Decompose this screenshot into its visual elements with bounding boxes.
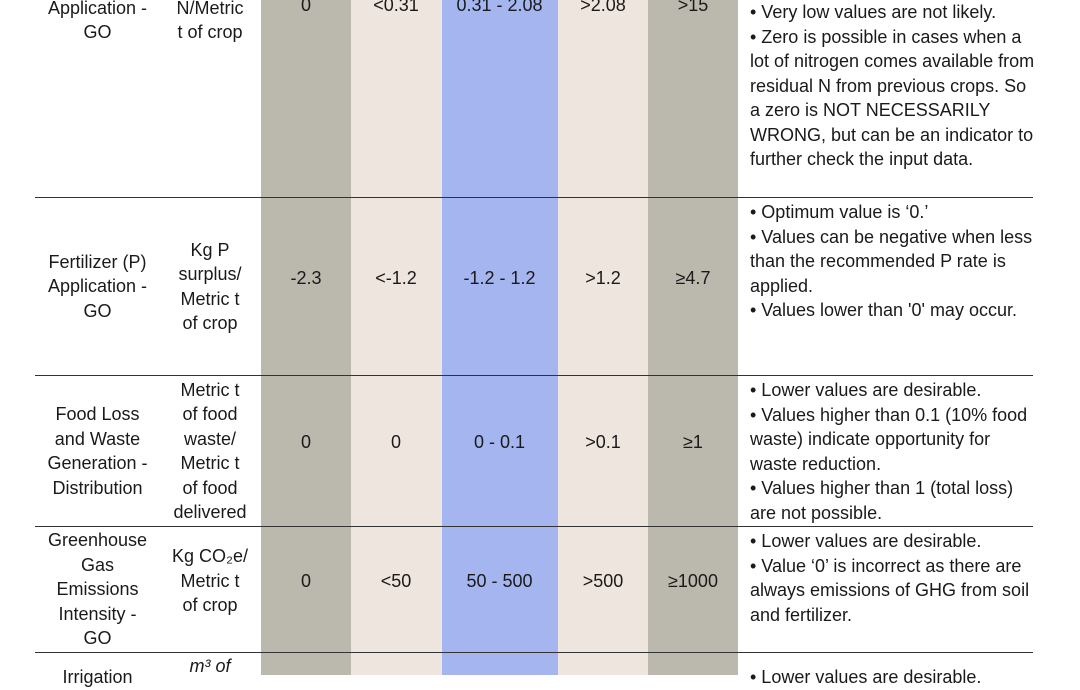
- band-col-4: [558, 0, 648, 675]
- value-cell: 50 - 500: [466, 570, 533, 591]
- note-item: • Value ‘0’ is incorrect as there are al…: [750, 555, 1030, 625]
- note-item: • Lower values are desirable.: [750, 380, 982, 400]
- row-divider: [35, 652, 1033, 653]
- note-item: • Lower values are desirable.: [750, 667, 982, 687]
- note-item: • Zero is possible in cases when a lot o…: [750, 26, 1035, 170]
- value-cell: >500: [582, 570, 624, 591]
- value-cell: <0.31: [373, 0, 419, 15]
- note-item: • Values higher than 0.1 (10% food waste…: [750, 404, 1028, 474]
- indicator-unit: m³ of: [189, 655, 231, 676]
- indicator-unit: Kg CO₂e/ Metric t of crop: [171, 546, 249, 616]
- band-col-2: [351, 0, 442, 675]
- indicator-name: Food Loss and Waste Generation - Distrib…: [47, 404, 148, 498]
- value-cell: 0: [300, 570, 311, 591]
- value-cell: >15: [677, 0, 709, 15]
- indicator-name: Greenhouse Gas Emissions Intensity - GO: [47, 530, 148, 649]
- indicator-unit: Metric t of food waste/ Metric t of food…: [173, 379, 247, 523]
- note-item: • Very low values are not likely.: [750, 2, 997, 22]
- value-cell: <50: [380, 570, 412, 591]
- indicator-name: Fertilizer (P) Application - GO: [47, 251, 148, 321]
- value-cell: <-1.2: [375, 267, 417, 288]
- notes-cell: • Lower values are desirable.: [750, 665, 1035, 690]
- value-cell: 0 - 0.1: [473, 431, 526, 452]
- indicator-name: Irrigation: [62, 666, 133, 687]
- note-item: • Values higher than 1 (total loss) are …: [750, 478, 1014, 523]
- note-item: • Lower values are desirable.: [750, 531, 982, 551]
- row-divider: [35, 526, 1033, 527]
- value-cell: 0: [390, 431, 401, 452]
- value-cell: 0.31 - 2.08: [456, 0, 543, 15]
- band-col-5: [648, 0, 738, 675]
- notes-cell: • Lower values are desirable. • Value ‘0…: [750, 529, 1035, 627]
- band-col-1: [261, 0, 351, 675]
- value-cell: -1.2 - 1.2: [463, 267, 536, 288]
- value-cell: 0: [300, 0, 311, 15]
- band-col-3: [442, 0, 558, 675]
- indicator-name: Application - GO: [47, 0, 148, 42]
- value-cell: >0.1: [585, 431, 621, 452]
- value-cell: ≥1: [683, 431, 703, 452]
- value-cell: >1.2: [585, 267, 621, 288]
- row-divider: [35, 197, 1033, 198]
- row-divider: [35, 375, 1033, 376]
- indicator-unit: Kg P surplus/ Metric t of crop: [178, 239, 242, 334]
- notes-cell: • Optimum value is ‘0.’ • Values can be …: [750, 200, 1035, 323]
- value-cell: ≥1000: [668, 570, 718, 591]
- value-cell: 0: [300, 431, 311, 452]
- value-cell: >2.08: [580, 0, 626, 15]
- note-item: • Optimum value is ‘0.’: [750, 202, 929, 222]
- note-item: • Values lower than '0' may occur.: [750, 300, 1017, 320]
- notes-cell: • Lower values are desirable. • Values h…: [750, 378, 1035, 525]
- value-cell: -2.3: [290, 267, 322, 288]
- value-cell: ≥4.7: [675, 267, 711, 288]
- indicator-unit: N/Metric t of crop: [176, 0, 244, 42]
- notes-cell: • Very low values are not likely. • Zero…: [750, 0, 1035, 172]
- note-item: • Values can be negative when less than …: [750, 226, 1033, 296]
